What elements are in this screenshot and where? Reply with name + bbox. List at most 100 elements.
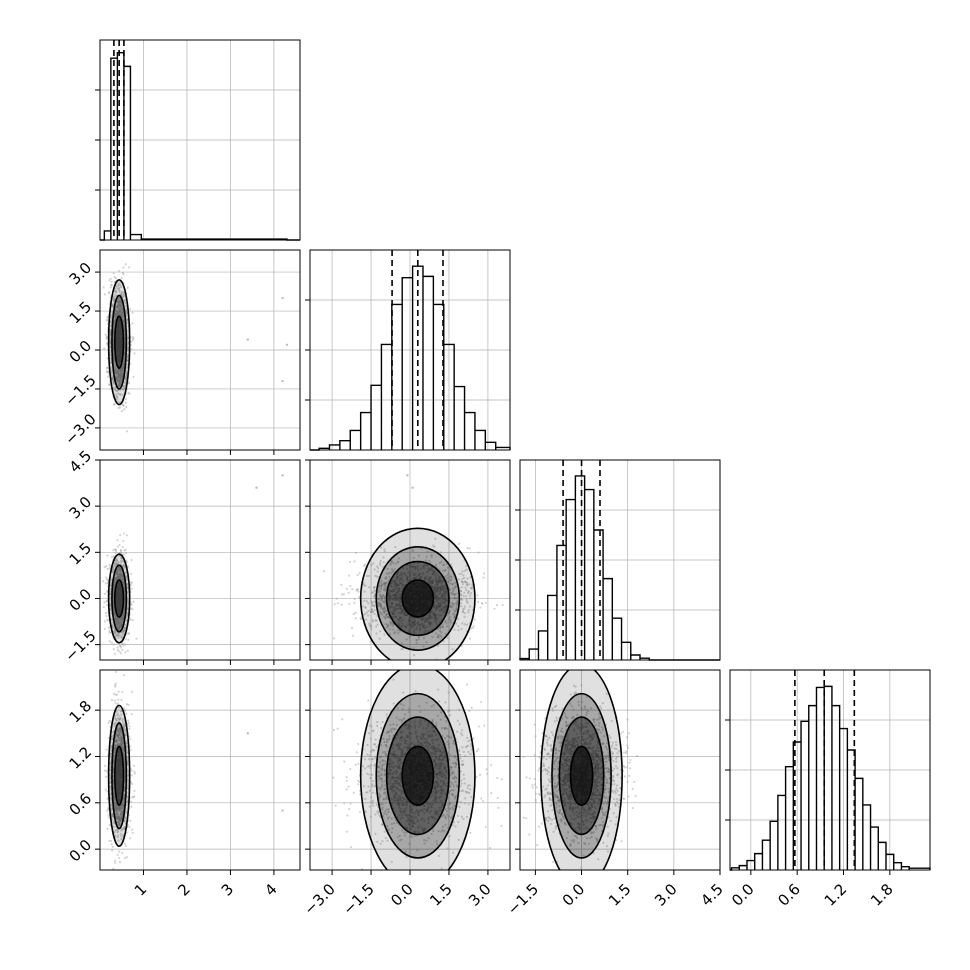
scatter-grid-0-1	[100, 250, 300, 450]
scatter-point	[120, 344, 123, 347]
scatter-point	[118, 319, 121, 323]
scatter-point	[118, 622, 122, 625]
scatter-point	[115, 575, 119, 578]
scatter-point	[120, 331, 123, 335]
scatter-point	[110, 280, 113, 284]
scatter-point	[120, 345, 123, 348]
scatter-point	[118, 320, 121, 323]
scatter-point	[483, 572, 486, 575]
scatter-point	[118, 650, 121, 653]
scatter-point	[116, 601, 119, 604]
scatter-point	[120, 333, 123, 337]
scatter-point	[112, 322, 116, 326]
scatter-point	[120, 347, 123, 350]
scatter-point	[117, 610, 120, 613]
scatter-point	[131, 608, 134, 611]
scatter-point	[123, 564, 126, 567]
scatter-point	[117, 406, 120, 410]
scatter-point	[119, 369, 122, 372]
scatter-point	[117, 625, 121, 628]
scatter-point	[117, 313, 120, 316]
scatter-point	[119, 573, 122, 576]
scatter-point	[115, 330, 119, 333]
scatter-point	[122, 630, 125, 633]
scatter-point	[119, 345, 122, 348]
scatter-point	[125, 405, 128, 408]
scatter-point	[119, 606, 122, 609]
scatter-point	[115, 596, 118, 599]
scatter-point	[109, 361, 112, 364]
scatter-point	[119, 352, 122, 356]
scatter-point	[116, 592, 119, 595]
scatter-point	[126, 649, 129, 652]
scatter-point	[119, 591, 122, 594]
scatter-point	[126, 600, 129, 603]
scatter-point	[117, 622, 120, 625]
scatter-point	[123, 352, 126, 355]
scatter-point	[123, 337, 127, 340]
scatter-point	[109, 583, 112, 587]
scatter-point	[112, 584, 116, 587]
scatter-point	[119, 624, 122, 627]
scatter-point	[118, 597, 121, 600]
scatter-point	[103, 565, 106, 568]
scatter-point	[117, 370, 120, 373]
scatter-point	[118, 339, 122, 343]
scatter-point	[125, 366, 128, 370]
scatter-point	[110, 283, 113, 287]
scatter-point	[122, 363, 125, 366]
scatter-point	[120, 341, 123, 344]
scatter-point	[117, 303, 121, 306]
scatter-point	[116, 545, 120, 548]
scatter-point	[117, 610, 121, 613]
scatter-point	[114, 619, 118, 622]
scatter-point	[119, 357, 122, 360]
scatter-point	[120, 350, 123, 353]
scatter-point	[121, 367, 124, 371]
scatter-point	[126, 586, 129, 590]
scatter-point	[118, 605, 121, 608]
scatter-point	[120, 339, 123, 342]
scatter-point	[353, 601, 356, 604]
scatter-point	[119, 339, 122, 343]
scatter-point	[120, 378, 123, 381]
scatter-point	[118, 596, 121, 600]
scatter-panel-0-1	[100, 263, 289, 433]
scatter-point	[119, 601, 122, 604]
scatter-point	[117, 339, 120, 342]
scatter-point	[119, 606, 122, 610]
scatter-point	[117, 332, 120, 335]
scatter-point	[112, 272, 115, 275]
scatter-point	[114, 293, 117, 296]
scatter-point	[115, 341, 118, 345]
scatter-point	[120, 376, 123, 379]
scatter-point	[120, 341, 123, 345]
scatter-point	[118, 588, 121, 591]
scatter-point	[477, 600, 480, 603]
scatter-point	[120, 591, 123, 594]
scatter-point	[119, 573, 122, 576]
scatter-point	[105, 614, 108, 618]
scatter-point	[123, 583, 126, 586]
scatter-point	[120, 590, 123, 594]
scatter-point	[119, 327, 122, 330]
scatter-point	[119, 285, 123, 289]
scatter-point	[115, 305, 118, 309]
hist-frame-3	[729, 669, 931, 871]
scatter-point	[122, 385, 125, 388]
scatter-point	[117, 576, 120, 579]
scatter-point	[115, 588, 119, 591]
scatter-point	[458, 542, 461, 545]
scatter-point	[116, 602, 119, 605]
scatter-point	[118, 305, 121, 308]
scatter-point	[117, 299, 120, 303]
scatter-point	[119, 593, 122, 596]
scatter-point	[117, 588, 120, 591]
scatter-point	[117, 617, 121, 620]
scatter-point	[116, 568, 119, 571]
scatter-point	[117, 371, 120, 374]
scatter-point	[121, 580, 125, 584]
scatter-point	[120, 592, 123, 596]
scatter-point	[118, 583, 121, 587]
scatter-point	[119, 352, 122, 355]
